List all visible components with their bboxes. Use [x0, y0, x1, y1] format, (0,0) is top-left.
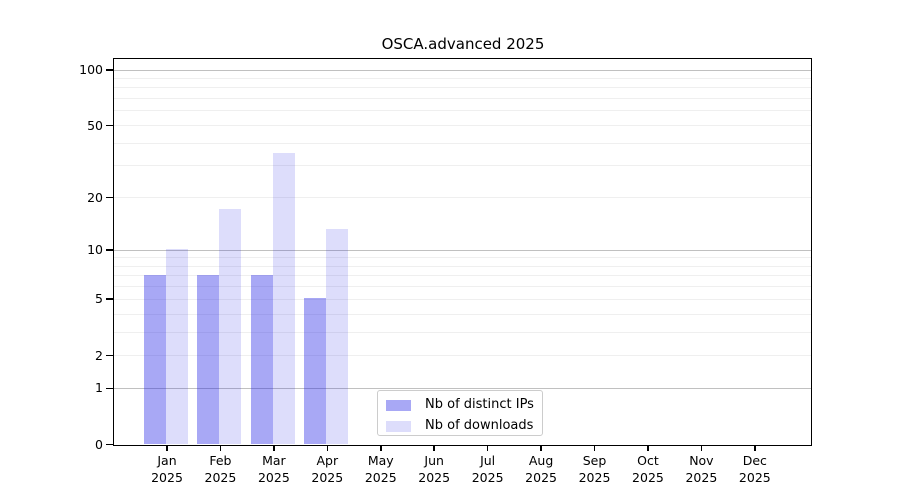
legend-swatch-downloads	[386, 420, 411, 432]
gridline-100	[114, 69, 811, 71]
gridline-70	[114, 98, 811, 100]
x-tick-label-jan: Jan 2025	[151, 453, 183, 485]
x-tick-label-jul: Jul 2025	[471, 453, 504, 485]
y-tick-label-100: 100	[79, 62, 103, 78]
x-tick-mark-nov	[700, 445, 703, 451]
legend-item-distinct-ips: Nb of distinct IPs	[386, 396, 542, 414]
gridline-5	[114, 298, 811, 300]
gridline-6	[114, 286, 811, 288]
y-tick-mark-2	[106, 354, 113, 357]
y-tick-label-50: 50	[87, 117, 103, 133]
x-tick-label-aug: Aug 2025	[525, 453, 557, 485]
x-tick-label-jun: Jun 2025	[418, 453, 451, 485]
legend-swatch-distinct-ips	[386, 399, 411, 411]
x-tick-mark-aug	[540, 445, 542, 451]
legend-label-downloads: Nb of downloads	[425, 418, 534, 433]
x-tick-mark-jun	[433, 445, 435, 451]
gridline-4	[114, 313, 811, 315]
y-tick-mark-1	[106, 387, 113, 390]
x-tick-label-feb: Feb 2025	[204, 453, 237, 485]
gridline-90	[114, 77, 811, 79]
y-tick-mark-10	[106, 249, 113, 251]
gridline-50	[114, 125, 811, 126]
x-tick-label-sep: Sep 2025	[578, 453, 611, 485]
x-tick-mark-may	[380, 445, 382, 451]
plot-area	[113, 58, 812, 446]
y-tick-label-20: 20	[87, 189, 103, 205]
gridline-20	[114, 197, 811, 199]
x-tick-label-oct: Oct 2025	[632, 453, 664, 485]
gridline-80	[114, 87, 811, 89]
gridline-10	[114, 249, 811, 251]
y-tick-mark-100	[106, 69, 113, 71]
x-tick-label-dec: Dec 2025	[738, 453, 771, 485]
x-tick-mark-apr	[326, 445, 329, 451]
x-tick-mark-oct	[647, 445, 649, 451]
x-tick-mark-feb	[219, 445, 222, 451]
chart-title: OSCA.advanced 2025	[381, 35, 545, 53]
x-tick-mark-sep	[593, 445, 596, 451]
x-tick-label-may: May 2025	[364, 453, 397, 485]
y-tick-mark-50	[106, 124, 113, 127]
x-tick-label-apr: Apr 2025	[311, 453, 344, 485]
y-tick-mark-5	[106, 298, 113, 300]
y-tick-label-0: 0	[95, 436, 103, 452]
legend-item-downloads: Nb of downloads	[386, 417, 542, 435]
bar-nb-of-downloads-mar	[272, 152, 295, 444]
y-tick-label-2: 2	[95, 347, 103, 363]
legend: Nb of distinct IPs Nb of downloads	[377, 390, 543, 436]
y-tick-label-1: 1	[95, 380, 103, 396]
bar-nb-of-downloads-apr	[326, 229, 349, 444]
gridline-1	[114, 387, 811, 389]
gridline-9	[114, 257, 811, 259]
y-tick-mark-20	[106, 196, 113, 199]
gridline-8	[114, 265, 811, 267]
bar-nb-of-distinct-ips-mar	[250, 274, 273, 444]
gridline-40	[114, 142, 811, 144]
legend-label-distinct-ips: Nb of distinct IPs	[425, 397, 534, 412]
x-tick-mark-jan	[166, 445, 168, 451]
bar-nb-of-distinct-ips-feb	[197, 274, 220, 444]
bar-nb-of-downloads-feb	[219, 209, 242, 444]
gridline-30	[114, 165, 811, 167]
gridline-7	[114, 275, 811, 277]
x-tick-label-nov: Nov 2025	[685, 453, 718, 485]
bar-nb-of-distinct-ips-apr	[304, 298, 327, 444]
x-tick-label-mar: Mar 2025	[257, 453, 290, 485]
y-tick-label-10: 10	[87, 242, 103, 258]
gridline-2	[114, 355, 811, 356]
x-tick-mark-jul	[486, 445, 489, 451]
gridline-60	[114, 110, 811, 112]
x-tick-mark-mar	[273, 445, 275, 451]
y-tick-label-5: 5	[95, 291, 103, 307]
bar-nb-of-distinct-ips-jan	[144, 274, 166, 444]
x-tick-mark-dec	[754, 445, 756, 451]
gridline-3	[114, 331, 811, 333]
y-tick-mark-0	[106, 443, 113, 446]
bar-nb-of-downloads-jan	[166, 249, 188, 444]
